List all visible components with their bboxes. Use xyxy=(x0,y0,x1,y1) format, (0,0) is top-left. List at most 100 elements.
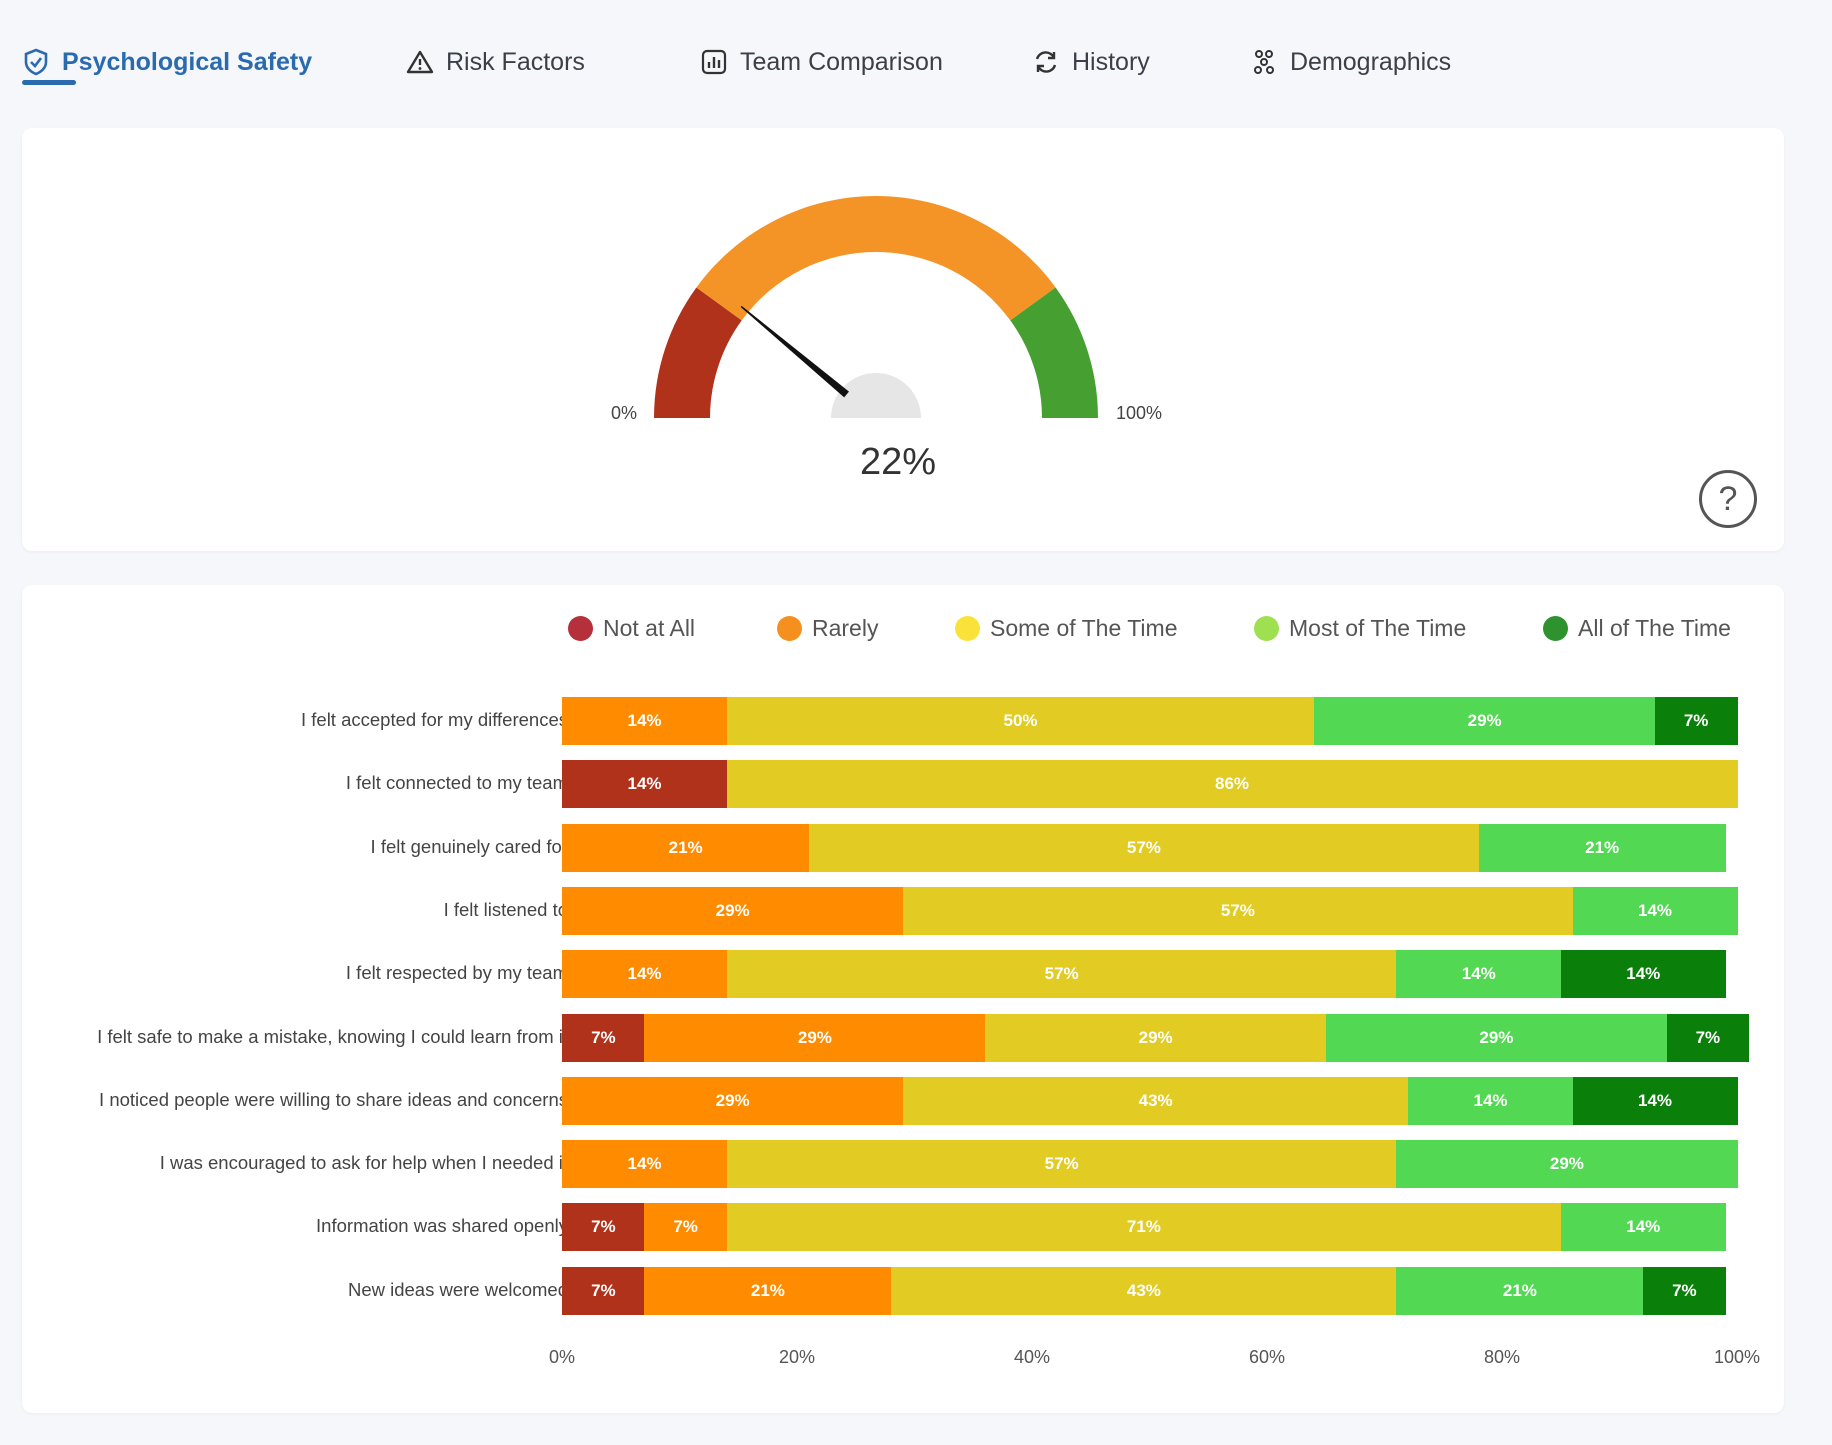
bar-segment[interactable]: 29% xyxy=(644,1013,986,1062)
stacked-bar-row: 14% 57% 14% 14% xyxy=(562,950,1737,999)
bar-segment[interactable]: 43% xyxy=(902,1076,1409,1125)
legend-label: Most of The Time xyxy=(1289,615,1467,641)
bar-segment[interactable]: 14% xyxy=(1560,950,1726,999)
tab-demographics[interactable]: Demographics xyxy=(1250,40,1451,84)
bar-segment[interactable]: 14% xyxy=(1408,1076,1573,1125)
legend-swatch xyxy=(955,616,980,641)
stacked-bar-row: 29% 43% 14% 14% xyxy=(562,1076,1738,1125)
gauge-card: 0% 100% 22% ? xyxy=(22,128,1784,551)
bar-segment[interactable]: 57% xyxy=(726,1140,1397,1189)
bar-segment[interactable]: 50% xyxy=(726,697,1315,745)
bar-segment[interactable]: 21% xyxy=(562,823,810,872)
bar-segment[interactable]: 29% xyxy=(1325,1013,1667,1062)
stacked-bar-row: 14% 86% xyxy=(562,760,1738,809)
row-label: I was encouraged to ask for help when I … xyxy=(159,1152,568,1174)
tab-bar: Psychological Safety Risk Factors Team C… xyxy=(0,0,1832,110)
warning-triangle-icon xyxy=(406,48,434,76)
stacked-bar-row: 7% 29% 29% 29% 7% xyxy=(562,1013,1750,1062)
row-label: I felt safe to make a mistake, knowing I… xyxy=(97,1025,568,1047)
tab-label: History xyxy=(1072,47,1150,76)
bar-segment[interactable]: 14% xyxy=(562,697,727,745)
bar-segment[interactable]: 14% xyxy=(1572,886,1738,935)
tab-label: Psychological Safety xyxy=(62,47,313,76)
gauge-max-label: 100% xyxy=(1116,403,1163,423)
bar-segment[interactable]: 21% xyxy=(1478,823,1726,872)
bar-segment[interactable]: 7% xyxy=(644,1203,727,1252)
stacked-bar-row: 14% 57% 29% xyxy=(562,1140,1738,1189)
bar-chart-icon xyxy=(700,48,728,76)
shield-check-icon xyxy=(22,48,50,76)
bar-segment[interactable]: 14% xyxy=(562,760,727,809)
help-button[interactable]: ? xyxy=(1699,470,1757,528)
tab-risk-factors[interactable]: Risk Factors xyxy=(406,40,585,84)
tab-history[interactable]: History xyxy=(1032,40,1150,84)
row-label: I noticed people were willing to share i… xyxy=(99,1088,568,1110)
people-group-icon xyxy=(1250,48,1278,76)
stacked-bar-chart-card: Not at All Rarely Some of The Time Most of … xyxy=(22,585,1784,1413)
stacked-bar-row: 7% 21% 43% 21% 7% xyxy=(562,1266,1737,1315)
bar-segment[interactable]: 71% xyxy=(726,1203,1562,1252)
bar-segment[interactable]: 21% xyxy=(644,1266,892,1315)
bar-segment[interactable]: 57% xyxy=(808,823,1479,872)
bar-segment[interactable]: 7% xyxy=(562,1266,645,1315)
row-label: Information was shared openly xyxy=(316,1215,568,1237)
gauge-band-2 xyxy=(1010,287,1098,418)
gauge-hub xyxy=(831,373,921,418)
x-axis-tick: 80% xyxy=(1483,1347,1521,1367)
x-axis-tick: 20% xyxy=(778,1347,816,1367)
bar-segment[interactable]: 29% xyxy=(1314,697,1656,745)
gauge-band-0 xyxy=(654,287,742,418)
legend-swatch xyxy=(1543,616,1568,641)
x-axis-tick: 60% xyxy=(1248,1347,1286,1367)
tab-psychological-safety[interactable]: Psychological Safety xyxy=(22,40,312,84)
gauge-min-label: 0% xyxy=(611,403,638,423)
chart-legend: Not at All Rarely Some of The Time Most of … xyxy=(22,615,1784,655)
bar-segment[interactable]: 14% xyxy=(1560,1203,1726,1252)
legend-swatch xyxy=(568,616,593,641)
bar-segment[interactable]: 29% xyxy=(1396,1140,1738,1189)
legend-label: All of The Time xyxy=(1578,615,1731,641)
row-label: I felt respected by my team xyxy=(345,962,568,984)
gauge-band-1 xyxy=(696,195,1056,321)
legend-swatch xyxy=(1254,616,1279,641)
stacked-bar-row: 21% 57% 21% xyxy=(562,823,1737,872)
row-label: I felt genuinely cared for xyxy=(370,835,568,857)
bar-segment[interactable]: 43% xyxy=(891,1266,1397,1315)
gauge-needle xyxy=(740,305,849,398)
legend-item[interactable]: Some of The Time xyxy=(955,615,1178,642)
tab-label: Demographics xyxy=(1290,47,1452,76)
bar-segment[interactable]: 57% xyxy=(902,886,1573,935)
bar-segment[interactable]: 7% xyxy=(562,1013,645,1062)
bar-segment[interactable]: 29% xyxy=(562,1076,904,1125)
bar-segment[interactable]: 86% xyxy=(726,760,1738,809)
bar-segment[interactable]: 29% xyxy=(985,1013,1327,1062)
legend-label: Rarely xyxy=(812,615,879,641)
bar-segment[interactable]: 21% xyxy=(1396,1266,1644,1315)
bar-segment[interactable]: 7% xyxy=(562,1203,645,1252)
refresh-icon xyxy=(1032,48,1060,76)
bar-segment[interactable]: 7% xyxy=(1654,697,1738,745)
bar-segment[interactable]: 7% xyxy=(1643,1266,1726,1315)
legend-item[interactable]: Most of The Time xyxy=(1254,615,1466,642)
legend-swatch xyxy=(777,616,802,641)
legend-item[interactable]: Rarely xyxy=(777,615,878,642)
x-axis-tick: 40% xyxy=(1013,1347,1051,1367)
bar-segment[interactable]: 14% xyxy=(1572,1076,1738,1125)
bar-segment[interactable]: 29% xyxy=(562,886,904,935)
bar-segment[interactable]: 57% xyxy=(726,950,1397,999)
row-label: New ideas were welcomed xyxy=(347,1278,568,1300)
bar-segment[interactable]: 14% xyxy=(1396,950,1562,999)
x-axis-tick: 100% xyxy=(1713,1347,1761,1367)
tab-team-comparison[interactable]: Team Comparison xyxy=(700,40,943,84)
row-label: I felt accepted for my differences xyxy=(300,709,568,730)
bar-segment[interactable]: 7% xyxy=(1666,1013,1750,1062)
legend-label: Not at All xyxy=(603,615,696,641)
legend-item[interactable]: Not at All xyxy=(568,615,695,642)
bar-segment[interactable]: 14% xyxy=(562,1140,727,1189)
bar-segment[interactable]: 14% xyxy=(562,950,727,999)
stacked-bar-row: 29% 57% 14% xyxy=(562,886,1738,935)
row-label: I felt connected to my team xyxy=(345,772,568,794)
tab-label: Team Comparison xyxy=(740,47,943,76)
legend-label: Some of The Time xyxy=(990,615,1178,641)
legend-item[interactable]: All of The Time xyxy=(1543,615,1731,642)
